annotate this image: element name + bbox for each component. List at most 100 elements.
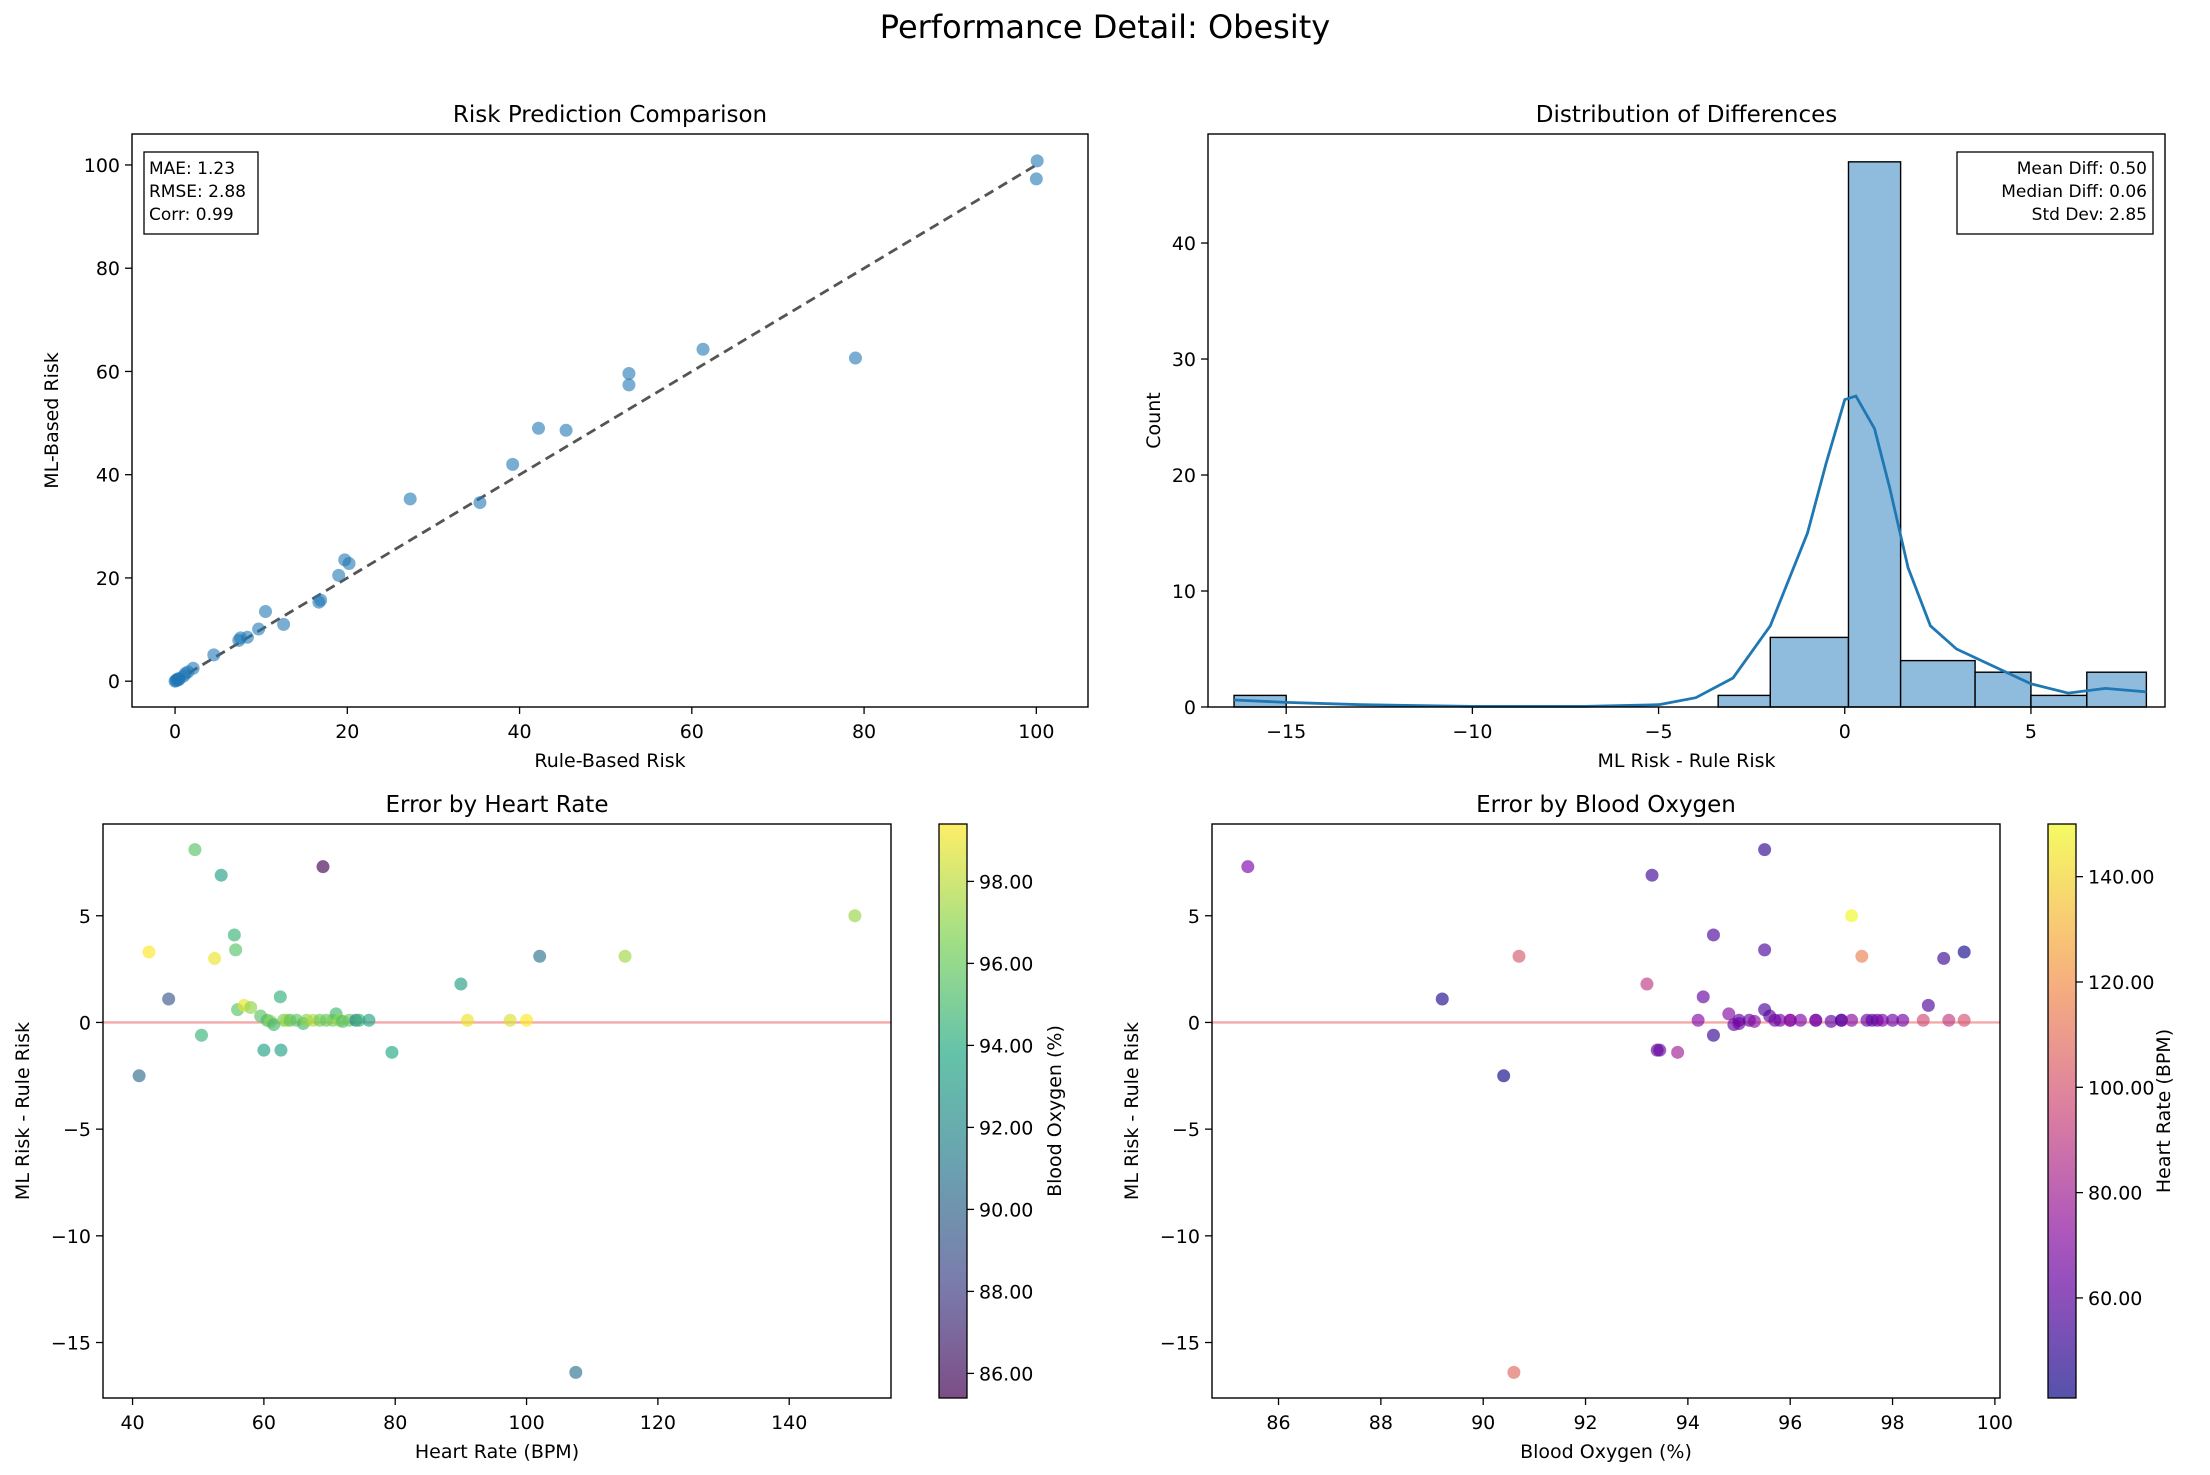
y-tick-label: 40: [96, 465, 120, 487]
scatter-point: [1758, 943, 1772, 957]
y-tick-label: 20: [1172, 465, 1196, 487]
scatter-point: [473, 496, 487, 510]
scatter-point: [1942, 1013, 1956, 1027]
scatter-point: [274, 1043, 288, 1057]
scatter-point: [352, 1013, 366, 1027]
y-tick-label: 5: [1188, 906, 1200, 928]
stats-line: Median Diff: 0.06: [2001, 182, 2147, 202]
x-axis-label: Rule-Based Risk: [534, 750, 685, 772]
y-tick-label: 0: [79, 1012, 91, 1034]
x-axis-label: ML Risk - Rule Risk: [1597, 750, 1775, 772]
scatter-point: [332, 568, 346, 582]
panel-risk-comparison: 0 20 40 60 80 100 0 20 40 60 80 100 Risk Prediction …: [41, 102, 1089, 772]
x-tick-label: −10: [1452, 721, 1492, 743]
scatter-point: [520, 1013, 534, 1027]
scatter-point: [1640, 977, 1654, 991]
colorbar-tick-label: 94.00: [979, 1035, 1033, 1057]
scatter-point: [132, 1069, 146, 1083]
x-tick-label: 120: [640, 1412, 676, 1434]
x-axis-label: Heart Rate (BPM): [415, 1441, 579, 1463]
colorbar-tick-label: 60.00: [2088, 1288, 2142, 1310]
scatter-point: [1706, 1028, 1720, 1042]
axes-frame: [131, 133, 1089, 708]
y-axis-label: ML-Based Risk: [41, 352, 63, 489]
scatter-point: [1793, 1013, 1807, 1027]
colorbar-tick-label: 140.00: [2088, 867, 2154, 889]
x-tick-label: 100: [1977, 1412, 2013, 1434]
scatter-point: [1241, 860, 1255, 874]
stats-box: [1956, 151, 2154, 235]
scatter-point: [240, 630, 254, 644]
x-tick-label: 94: [1676, 1412, 1700, 1434]
histogram-bar: [1769, 636, 1850, 708]
scatter-point: [1435, 992, 1449, 1006]
x-tick-label: 40: [120, 1412, 144, 1434]
axes-title: Risk Prediction Comparison: [453, 102, 767, 128]
x-tick-label: 98: [1880, 1412, 1904, 1434]
y-tick-label: −15: [1160, 1333, 1200, 1355]
axes-frame: [102, 823, 892, 1399]
scatter-point: [1029, 172, 1043, 186]
scatter-point: [622, 367, 636, 381]
x-tick-label: 92: [1573, 1412, 1597, 1434]
y-tick-label: 60: [96, 361, 120, 383]
scatter-point: [1030, 154, 1044, 168]
y-tick-label: 5: [79, 906, 91, 928]
scatter-point: [1497, 1069, 1511, 1083]
stats-box: [143, 151, 259, 235]
scatter-point: [1783, 1013, 1797, 1027]
scatter-point: [1696, 990, 1710, 1004]
colorbar: [938, 823, 968, 1399]
scatter-point: [252, 622, 266, 636]
panel-distribution: −15 −10 −5 0 5 0 10 20 30 40 Distribution of Diffe…: [1143, 102, 2166, 772]
histogram-bar: [1717, 694, 1771, 708]
x-axis-label: Blood Oxygen (%): [1520, 1441, 1692, 1463]
scatter-point: [214, 868, 228, 882]
x-tick-label: 100: [508, 1412, 544, 1434]
axes-title: Error by Blood Oxygen: [1476, 792, 1736, 818]
y-axis-label: Count: [1143, 392, 1165, 448]
axes-title: Error by Heart Rate: [386, 792, 609, 818]
scatter-point: [142, 945, 156, 959]
axes-title: Distribution of Differences: [1536, 102, 1838, 128]
scatter-point: [1916, 1013, 1930, 1027]
scatter-point: [848, 909, 862, 923]
scatter-point: [316, 860, 330, 874]
y-tick-label: 80: [96, 258, 120, 280]
scatter-point: [244, 1001, 258, 1015]
scatter-point: [1845, 909, 1859, 923]
stats-line: Mean Diff: 0.50: [2017, 159, 2147, 179]
scatter-point: [503, 1013, 517, 1027]
x-tick-label: 40: [507, 721, 531, 743]
y-tick-label: −10: [51, 1226, 91, 1248]
scatter-point: [1773, 1013, 1787, 1027]
y-tick-label: 0: [1188, 1012, 1200, 1034]
y-tick-label: 100: [84, 155, 120, 177]
scatter-point: [1845, 1013, 1859, 1027]
x-tick-label: 60: [252, 1412, 276, 1434]
scatter-point: [1747, 1014, 1761, 1028]
scatter-point: [1732, 1017, 1746, 1031]
scatter-point: [1671, 1045, 1685, 1059]
scatter-point: [1507, 1365, 1521, 1379]
scatter-point: [1834, 1013, 1848, 1027]
colorbar: [2047, 823, 2077, 1399]
y-tick-label: 20: [96, 568, 120, 590]
scatter-point: [454, 977, 468, 991]
x-tick-label: 5: [2025, 721, 2037, 743]
scatter-point: [460, 1013, 474, 1027]
colorbar-tick-label: 98.00: [979, 871, 1033, 893]
scatter-point: [257, 1043, 271, 1057]
scatter-point: [385, 1045, 399, 1059]
scatter-point: [1875, 1013, 1889, 1027]
colorbar-tick-label: 120.00: [2088, 972, 2154, 994]
stats-line: Corr: 0.99: [149, 205, 234, 225]
colorbar-label: Heart Rate (BPM): [2153, 1029, 2175, 1193]
scatter-point: [162, 992, 176, 1006]
colorbar-label: Blood Oxygen (%): [1044, 1025, 1066, 1197]
scatter-point: [1896, 1013, 1910, 1027]
panel-error-blood-oxygen: 86 88 90 92 94 96 98 100 −15 −10 −5 0 5 Error by Bloo…: [1121, 792, 2175, 1463]
scatter-point: [532, 421, 546, 435]
colorbar-tick-label: 96.00: [979, 953, 1033, 975]
